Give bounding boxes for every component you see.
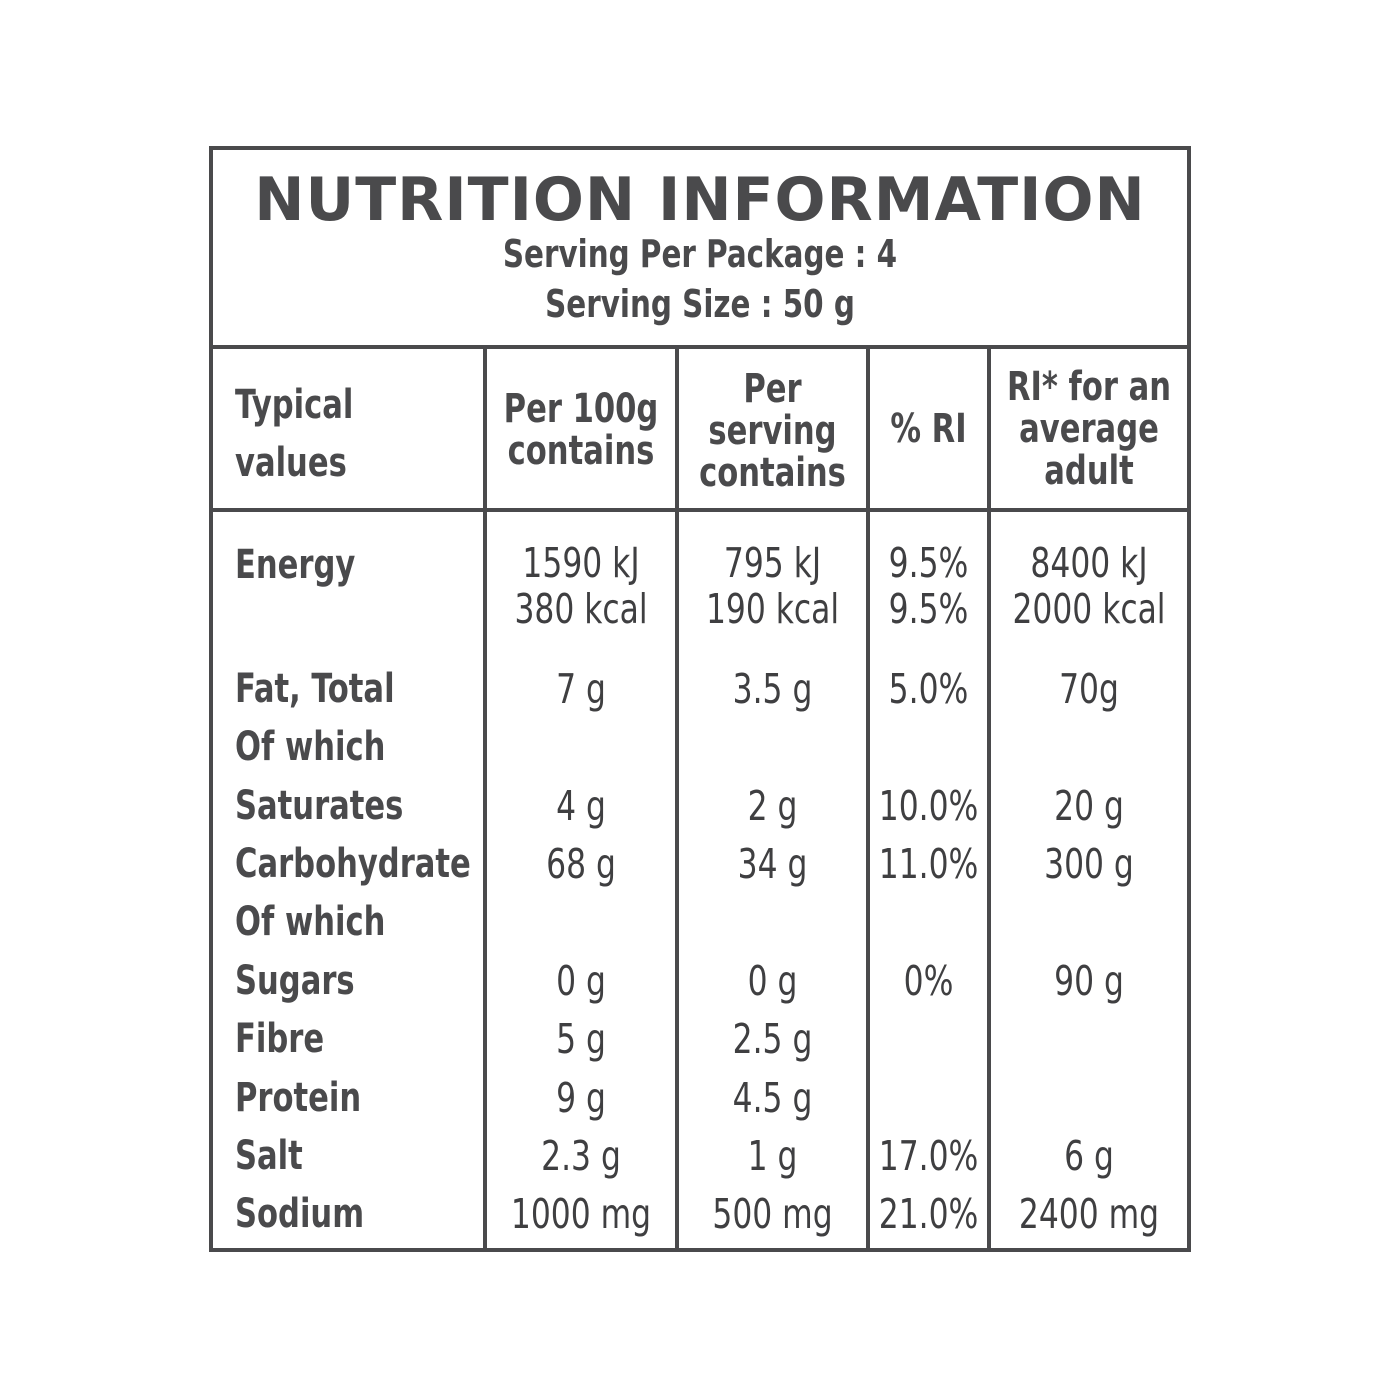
serving-size: Serving Size : 50 g: [545, 282, 855, 326]
salt-ri-adult: 6 g: [1064, 1132, 1114, 1180]
energy-ri-adult: 8400 kJ 2000 kcal: [1012, 539, 1166, 633]
column-divider: [987, 345, 991, 1248]
fat-per100: 7 g: [556, 665, 606, 713]
panel-header: NUTRITION INFORMATION Serving Per Packag…: [213, 150, 1187, 349]
sugars-ri-adult: 90 g: [1054, 957, 1124, 1005]
energy-perserving: 795 kJ 190 kcal: [705, 539, 840, 633]
col-header-ri-pct: % RI: [890, 406, 967, 452]
carbohydrate-per100: 68 g: [546, 840, 616, 888]
salt-perserving: 1 g: [747, 1132, 798, 1180]
row-label-saturates: Saturates: [235, 783, 404, 829]
row-label-fibre: Fibre: [235, 1016, 325, 1062]
row-label-energy: Energy: [235, 542, 356, 588]
column-divider: [483, 345, 487, 1248]
saturates-ri-pct: 10.0%: [878, 782, 979, 830]
panel-title: NUTRITION INFORMATION: [254, 165, 1146, 235]
row-label-salt: Salt: [235, 1133, 303, 1179]
nutrition-panel: NUTRITION INFORMATION Serving Per Packag…: [209, 146, 1191, 1252]
col-header-ri-adult: RI* for an average adult: [1006, 364, 1172, 494]
fat-ri-pct: 5.0%: [888, 665, 969, 713]
carbohydrate-perserving: 34 g: [737, 840, 808, 888]
column-divider: [675, 345, 679, 1248]
sodium-perserving: 500 mg: [712, 1190, 833, 1238]
sodium-ri-adult: 2400 mg: [1018, 1190, 1160, 1238]
fibre-perserving: 2.5 g: [732, 1015, 813, 1063]
row-label-carbohydrate: Carbohydrate: [235, 841, 471, 887]
protein-perserving: 4.5 g: [732, 1074, 813, 1122]
carbohydrate-ri-adult: 300 g: [1044, 840, 1134, 888]
salt-per100: 2.3 g: [541, 1132, 621, 1180]
sodium-ri-pct: 21.0%: [878, 1190, 979, 1238]
saturates-perserving: 2 g: [747, 782, 798, 830]
energy-ri-pct: 9.5% 9.5%: [888, 539, 969, 633]
header-row-divider: [213, 508, 1187, 512]
protein-per100: 9 g: [556, 1074, 606, 1122]
fibre-per100: 5 g: [556, 1015, 606, 1063]
carbohydrate-ri-pct: 11.0%: [878, 840, 979, 888]
column-divider: [866, 345, 870, 1248]
row-label-of-which: Of which: [235, 724, 386, 770]
row-label-protein: Protein: [235, 1075, 362, 1121]
col-header-perserving: Per serving contains: [699, 366, 846, 496]
sugars-perserving: 0 g: [747, 957, 798, 1005]
row-label-sugars: Sugars: [235, 958, 355, 1004]
energy-per100: 1590 kJ 380 kcal: [514, 539, 648, 633]
sugars-ri-pct: 0%: [903, 957, 954, 1005]
salt-ri-pct: 17.0%: [878, 1132, 979, 1180]
saturates-ri-adult: 20 g: [1054, 782, 1124, 830]
row-label-sodium: Sodium: [235, 1191, 365, 1237]
col-header-per100: Per 100g contains: [503, 386, 659, 474]
row-label-of-which: Of which: [235, 899, 386, 945]
row-label-fat: Fat, Total: [235, 666, 395, 712]
serving-per-package: Serving Per Package : 4: [502, 232, 898, 276]
fat-perserving: 3.5 g: [732, 665, 813, 713]
col-header-typical: Typical values: [235, 382, 354, 486]
sugars-per100: 0 g: [556, 957, 606, 1005]
fat-ri-adult: 70g: [1059, 665, 1119, 713]
sodium-per100: 1000 mg: [510, 1190, 652, 1238]
saturates-per100: 4 g: [556, 782, 606, 830]
